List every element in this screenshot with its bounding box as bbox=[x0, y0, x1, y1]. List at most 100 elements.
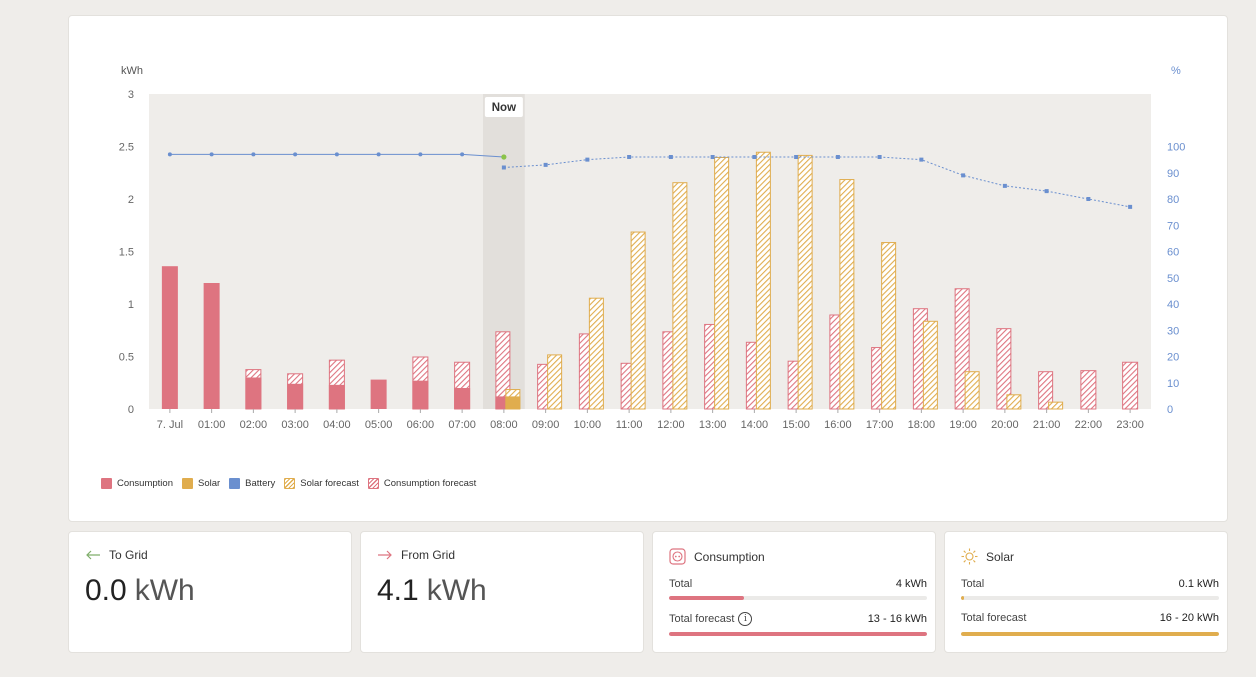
battery-forecast-point bbox=[1002, 183, 1007, 188]
battery-forecast-point bbox=[1086, 197, 1091, 201]
x-tick-label: 11:00 bbox=[616, 419, 643, 431]
to-grid-unit: kWh bbox=[134, 574, 195, 607]
from-grid-unit: kWh bbox=[426, 574, 487, 607]
x-tick-label: 05:00 bbox=[365, 419, 393, 431]
consumption-bar bbox=[412, 380, 429, 409]
solar-forecast-label: Total forecast bbox=[961, 612, 1027, 624]
x-tick-label: 15:00 bbox=[782, 419, 810, 431]
legend-consumption[interactable]: Consumption bbox=[101, 478, 173, 489]
battery-forecast-line bbox=[503, 156, 1131, 208]
solar-forecast-bar bbox=[797, 154, 813, 410]
y-right-tick-label: 20 bbox=[1167, 352, 1179, 364]
consumption-total-bar bbox=[669, 596, 927, 600]
consumption-bar bbox=[203, 283, 220, 409]
y-left-tick-label: 2.5 bbox=[119, 142, 134, 154]
from-grid-label: From Grid bbox=[401, 548, 455, 562]
solar-forecast-bar bbox=[547, 354, 563, 410]
sun-icon bbox=[961, 548, 978, 565]
solar-total-label: Total bbox=[961, 578, 985, 590]
battery-forecast-point bbox=[835, 155, 840, 159]
consumption-bar bbox=[287, 383, 304, 409]
arrow-left-icon bbox=[86, 550, 100, 560]
legend-label: Solar forecast bbox=[300, 478, 359, 489]
x-tick-label: 23:00 bbox=[1116, 419, 1144, 431]
battery-forecast-point bbox=[1044, 189, 1049, 194]
battery-point bbox=[460, 152, 465, 157]
x-tick-label: 02:00 bbox=[240, 419, 268, 431]
x-tick-label: 14:00 bbox=[741, 419, 769, 431]
y-right-tick-label: 50 bbox=[1167, 273, 1179, 285]
battery-point bbox=[251, 152, 256, 157]
y-right-tick-label: 80 bbox=[1167, 194, 1179, 206]
x-tick-label: 06:00 bbox=[407, 419, 435, 431]
x-tick-label: 03:00 bbox=[281, 419, 309, 431]
battery-point bbox=[376, 152, 381, 157]
legend-label: Consumption forecast bbox=[383, 478, 477, 489]
y-right-tick-label: 100 bbox=[1167, 142, 1185, 154]
solar-total-bar bbox=[961, 596, 1219, 600]
legend-battery[interactable]: Battery bbox=[229, 478, 275, 489]
energy-chart: Now 00.511.522.5301020304050607080901007… bbox=[119, 65, 1186, 431]
consumption-card: Consumption Total 4 kWh Total forecast i 13… bbox=[652, 531, 936, 653]
consumption-bar bbox=[245, 377, 262, 409]
consumption-swatch bbox=[101, 478, 112, 489]
plot-area bbox=[149, 94, 1151, 409]
solar-forecast-bar bbox=[672, 182, 688, 410]
power-outlet-icon bbox=[669, 548, 686, 565]
battery-forecast-point bbox=[794, 155, 799, 159]
solar-forecast-bar bbox=[714, 157, 730, 410]
battery-point bbox=[334, 152, 339, 157]
y-right-tick-label: 0 bbox=[1167, 404, 1173, 416]
x-tick-label: 21:00 bbox=[1033, 419, 1061, 431]
legend-label: Battery bbox=[245, 478, 276, 489]
y-right-tick-label: 40 bbox=[1167, 299, 1179, 311]
legend-label: Consumption bbox=[117, 478, 173, 489]
energy-chart-card: Now 0 0.5 1 1.5 2 2.5 3 0 10 20 30 40 50 60 70 80 90 100 7… bbox=[68, 15, 1228, 522]
battery-point bbox=[167, 152, 172, 157]
consumption-forecast-bar bbox=[1122, 361, 1139, 410]
legend-solar-forecast[interactable]: Solar forecast bbox=[284, 478, 359, 489]
battery-forecast-point bbox=[919, 157, 924, 162]
y-left-tick-label: 0.5 bbox=[119, 352, 134, 364]
battery-forecast-point bbox=[585, 157, 590, 162]
solar-forecast-swatch bbox=[284, 478, 296, 489]
x-tick-label: 18:00 bbox=[908, 419, 936, 431]
solar-forecast-bar bbox=[964, 371, 980, 410]
solar-forecast-bar bbox=[961, 632, 1219, 636]
consumption-forecast-swatch bbox=[367, 478, 379, 489]
consumption-total-label: Total bbox=[669, 578, 693, 590]
from-grid-card: From Grid 4.1 kWh bbox=[360, 531, 644, 653]
battery-point bbox=[209, 152, 214, 157]
battery-forecast-point bbox=[752, 155, 757, 159]
solar-forecast-bar bbox=[755, 151, 771, 410]
from-grid-value: 4.1 bbox=[377, 574, 419, 607]
x-tick-label: 10:00 bbox=[574, 419, 602, 431]
y-right-tick-label: 90 bbox=[1167, 168, 1179, 180]
battery-forecast-point bbox=[501, 165, 506, 170]
solar-forecast-bar bbox=[630, 231, 646, 410]
y-left-tick-label: 1 bbox=[128, 299, 134, 311]
consumption-forecast-bar bbox=[996, 328, 1012, 410]
legend-consumption-forecast[interactable]: Consumption forecast bbox=[367, 478, 477, 489]
x-tick-label: 04:00 bbox=[323, 419, 351, 431]
battery-forecast-point bbox=[1128, 204, 1133, 209]
x-tick-label: 7. Jul bbox=[157, 419, 183, 431]
info-icon[interactable]: i bbox=[738, 612, 753, 626]
x-tick-label: 16:00 bbox=[824, 419, 852, 431]
y-right-tick-label: 30 bbox=[1167, 325, 1179, 337]
solar-forecast-bar bbox=[1006, 394, 1022, 410]
consumption-forecast-bar bbox=[1080, 370, 1097, 410]
legend-solar[interactable]: Solar bbox=[181, 478, 221, 489]
x-tick-label: 12:00 bbox=[657, 419, 685, 431]
x-tick-label: 01:00 bbox=[198, 419, 226, 431]
legend-label: Solar bbox=[197, 478, 221, 489]
y-left-tick-label: 2 bbox=[128, 194, 134, 206]
solar-total-value: 0.1 kWh bbox=[1178, 578, 1219, 590]
to-grid-label: To Grid bbox=[109, 548, 148, 562]
solar-card: Solar Total 0.1 kWh Total forecast 16 - 20… bbox=[944, 531, 1228, 653]
consumption-bar bbox=[370, 379, 387, 409]
x-tick-label: 07:00 bbox=[448, 419, 476, 431]
x-tick-label: 20:00 bbox=[991, 419, 1019, 431]
solar-swatch bbox=[181, 478, 193, 489]
battery-forecast-point bbox=[543, 162, 548, 167]
